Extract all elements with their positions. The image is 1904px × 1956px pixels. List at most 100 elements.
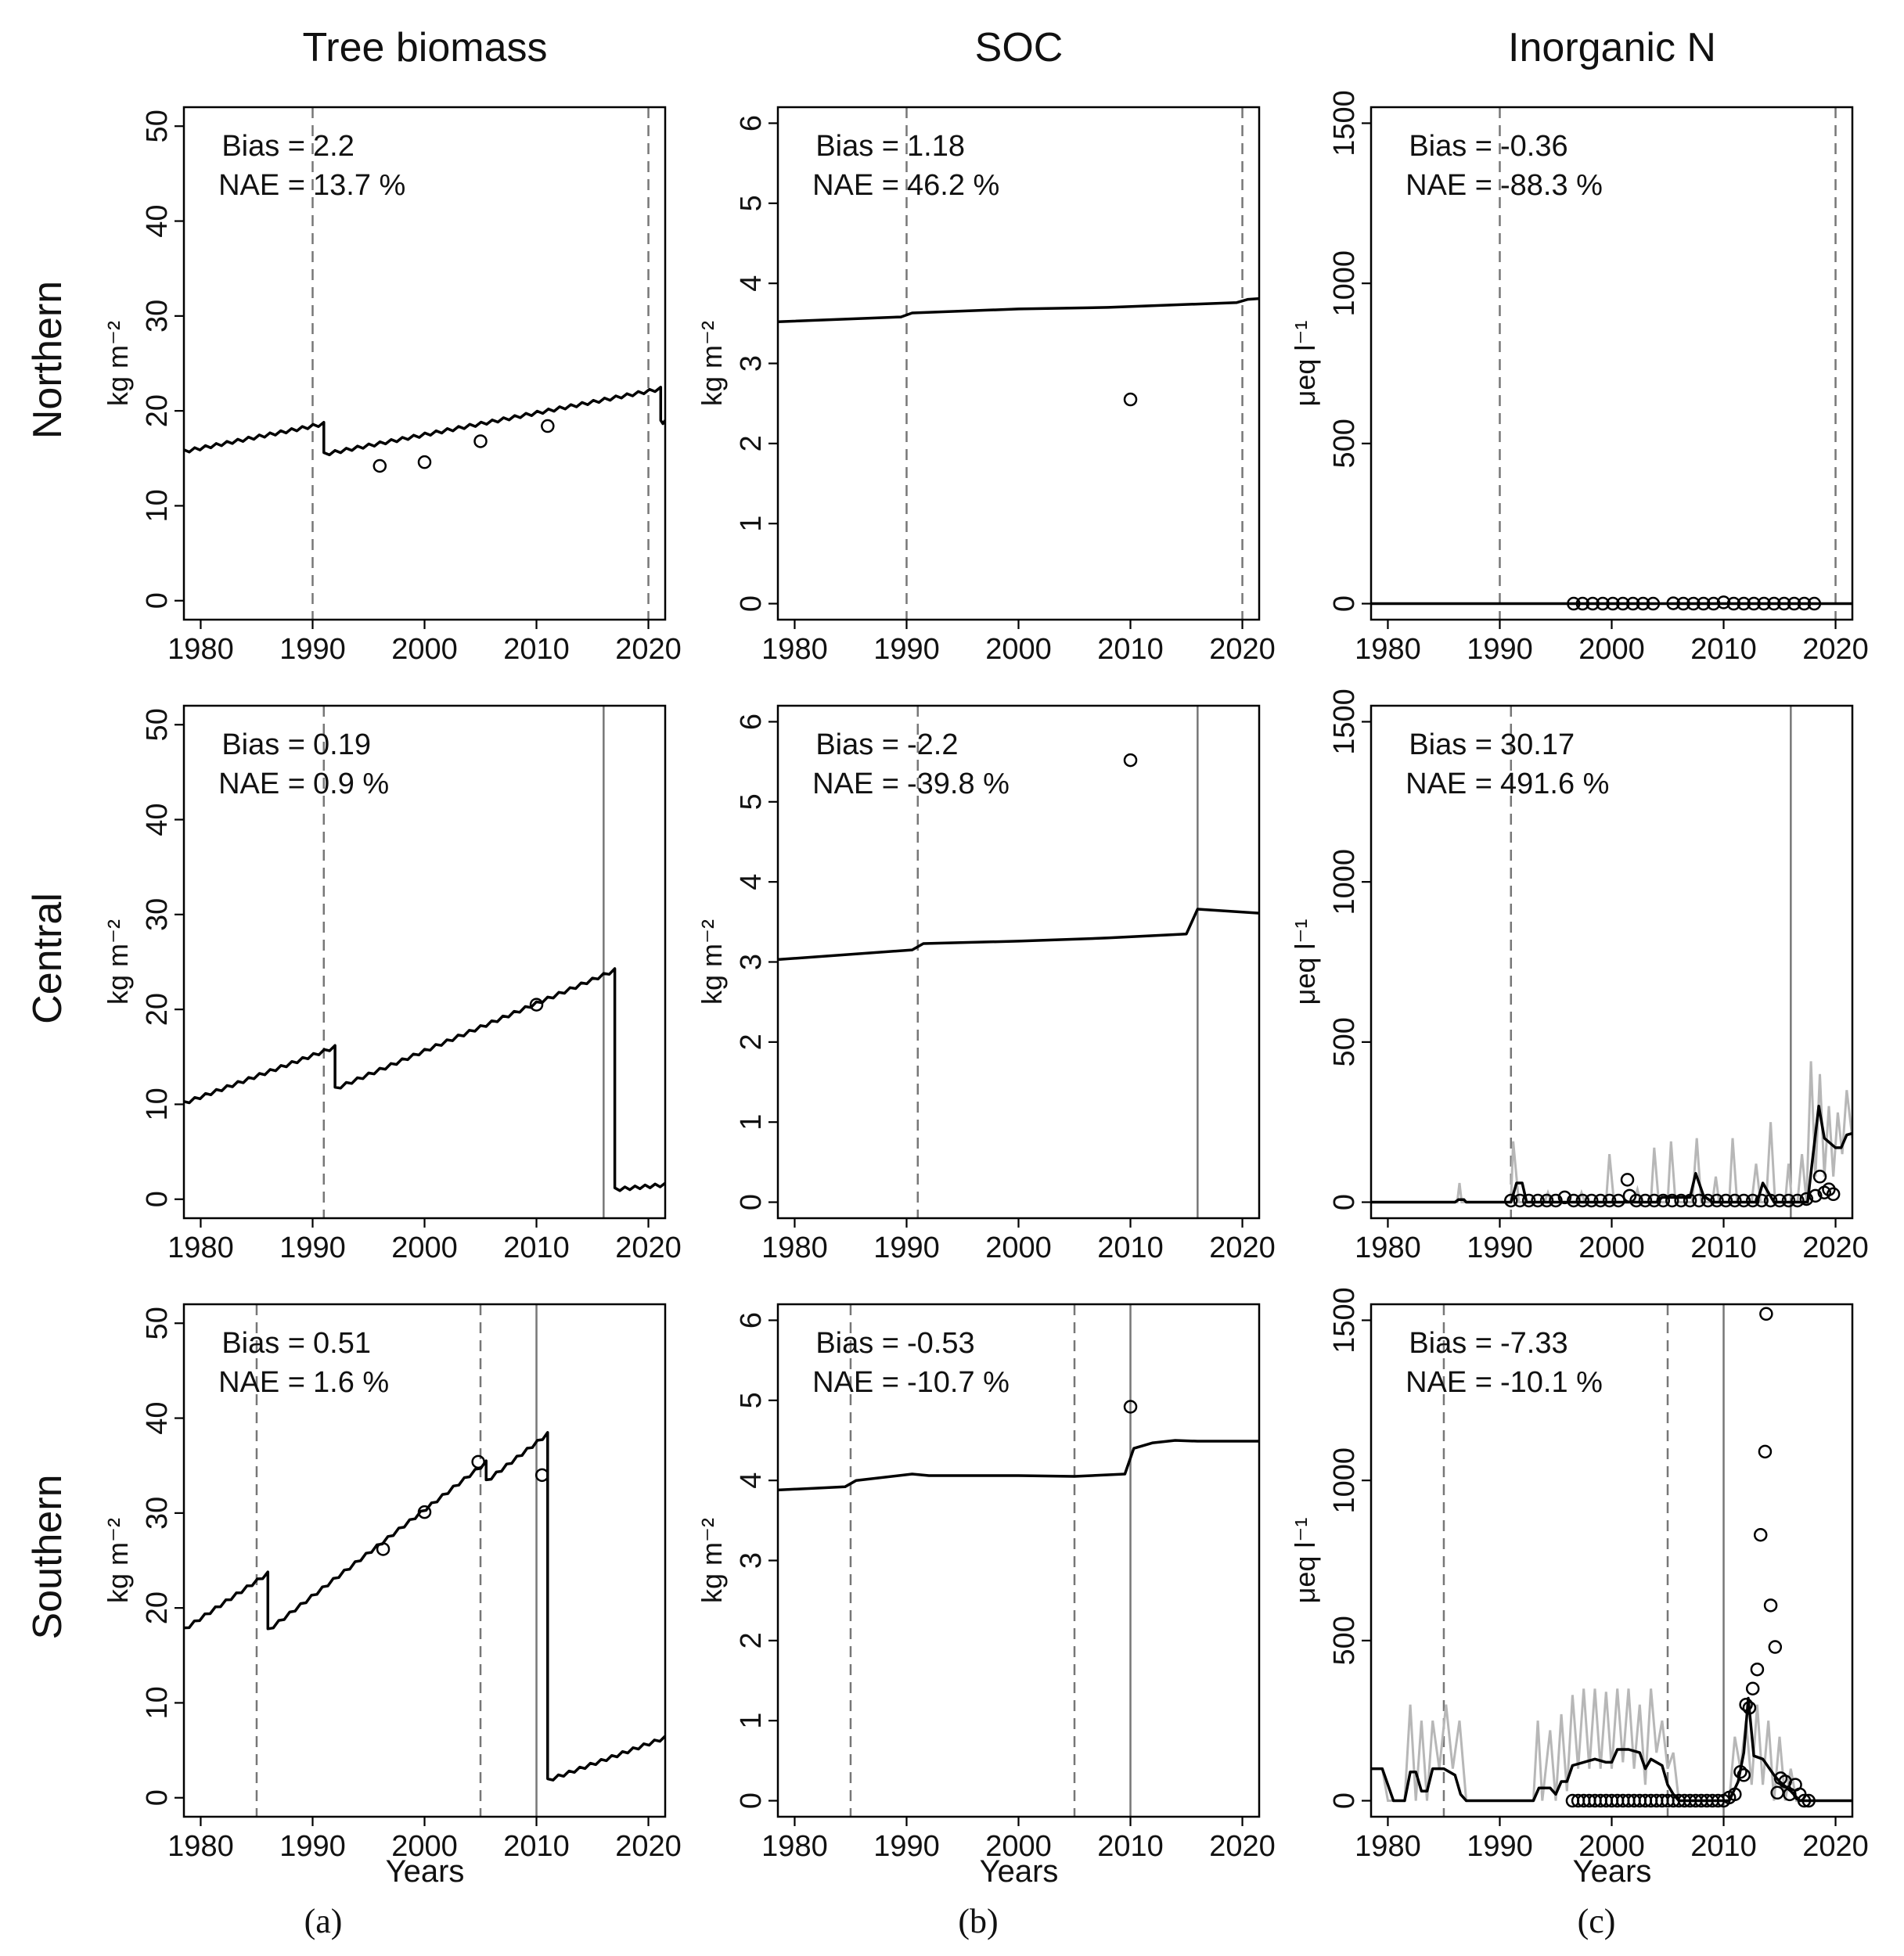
y-axis-label: kg m⁻²: [696, 1518, 728, 1603]
model-line: [184, 1431, 665, 1782]
bias-value: -0.53: [907, 1327, 975, 1360]
y-tick-label: 0: [1328, 1792, 1361, 1809]
panel-data-soc-s: [778, 1304, 1259, 1817]
panel-data-soc-c: [778, 706, 1259, 1218]
nae-value: -39.8 %: [907, 768, 1010, 800]
bias-value: 0.51: [313, 1327, 371, 1360]
nae-label: NAE =: [812, 768, 899, 800]
panel-n-c: 1980 1990 2000 2010 2020 0 500 1000 1500 μeq l⁻¹ B…: [1289, 689, 1869, 1264]
x-axis-label-c: Years: [1573, 1854, 1652, 1889]
observed-point: [1716, 595, 1731, 609]
y-tick-label: 2: [735, 1034, 768, 1050]
y-tick-label: 0: [735, 595, 768, 612]
panel-data-tb-c: [184, 706, 665, 1218]
observed-point: [1683, 1193, 1697, 1208]
y-axis-label: kg m⁻²: [102, 1518, 134, 1603]
observed-point: [1629, 1193, 1643, 1208]
observed-point: [1781, 1193, 1796, 1208]
x-tick-label: 2020: [615, 1830, 682, 1863]
x-tick-label: 2000: [985, 633, 1052, 666]
y-tick-label: 500: [1328, 1017, 1361, 1066]
y-tick-label: 0: [141, 1789, 174, 1806]
y-tick-label: 50: [141, 110, 174, 142]
y-tick-label: 0: [141, 592, 174, 609]
observed-point: [1737, 1193, 1751, 1208]
observed-point: [1697, 596, 1711, 611]
nae-label: NAE =: [1406, 1366, 1492, 1399]
observed-point: [1812, 1170, 1827, 1184]
y-tick-label: 4: [735, 874, 768, 890]
x-tick-label: 1980: [167, 1830, 234, 1863]
x-tick-label: 1980: [1355, 1830, 1421, 1863]
x-tick-label: 1980: [1355, 1231, 1421, 1264]
nae-value: -10.1 %: [1500, 1366, 1603, 1399]
y-tick-label: 30: [141, 300, 174, 333]
y-axis-label: kg m⁻²: [696, 919, 728, 1005]
observed-point: [1797, 596, 1812, 611]
observed-point: [1567, 1193, 1581, 1208]
panel-tb-s: 1980 1990 2000 2010 2020 0 10 20 30 40 50 kg m⁻² Bia…: [102, 1303, 682, 1863]
nae-label: NAE =: [812, 169, 899, 202]
observed-point: [1737, 1768, 1751, 1782]
x-tick-label: 1990: [873, 1830, 940, 1863]
observed-point: [1123, 392, 1138, 407]
observed-point: [1602, 1193, 1617, 1208]
x-tick-label: 2000: [985, 1830, 1052, 1863]
x-tick-label: 1980: [167, 633, 234, 666]
y-tick-label: 40: [141, 803, 174, 836]
x-tick-label: 1990: [279, 1231, 346, 1264]
x-tick-label: 1990: [1467, 1830, 1533, 1863]
observed-point: [1567, 596, 1581, 611]
x-axis-label-a: Years: [386, 1854, 465, 1889]
x-tick-label: 2000: [1578, 1830, 1645, 1863]
observed-point: [1755, 1193, 1769, 1208]
observed-point: [1797, 1793, 1812, 1808]
bias-value: 2.2: [313, 130, 355, 163]
panel-data-n-s: [1371, 1304, 1852, 1817]
y-tick-label: 500: [1328, 1616, 1361, 1665]
x-tick-label: 1990: [279, 633, 346, 666]
x-tick-label: 2010: [503, 1231, 570, 1264]
y-axis-label: μeq l⁻¹: [1289, 1518, 1321, 1604]
nae-label: NAE =: [218, 1366, 305, 1399]
panel-n-s: 1980 1990 2000 2010 2020 0 500 1000 1500 μeq l⁻¹ B…: [1289, 1287, 1869, 1863]
x-tick-label: 1990: [279, 1830, 346, 1863]
x-tick-label: 1990: [1467, 633, 1533, 666]
y-tick-label: 1: [735, 1713, 768, 1729]
observed-point: [373, 458, 387, 473]
nae-label: NAE =: [812, 1366, 899, 1399]
panel-tb-n: 1980 1990 2000 2010 2020 0 10 20 30 40 50 kg m⁻² Bia…: [102, 106, 682, 666]
observed-point: [1557, 1190, 1572, 1205]
y-tick-label: 0: [1328, 1194, 1361, 1210]
observed-point: [1646, 596, 1661, 611]
y-tick-label: 30: [141, 1497, 174, 1530]
x-tick-label: 1990: [873, 633, 940, 666]
y-tick-label: 0: [1328, 595, 1361, 612]
x-tick-label: 2010: [1097, 633, 1164, 666]
x-tick-label: 2010: [1097, 1830, 1164, 1863]
x-tick-label: 1990: [873, 1231, 940, 1264]
observed-point: [1745, 1193, 1760, 1208]
bias-label: Bias =: [1409, 1327, 1492, 1360]
observed-point: [1799, 1192, 1814, 1206]
x-tick-label: 2010: [503, 1830, 570, 1863]
y-tick-label: 50: [141, 1307, 174, 1339]
observed-point: [1606, 596, 1620, 611]
bias-value: -2.2: [907, 728, 958, 761]
nae-label: NAE =: [1406, 169, 1492, 202]
observed-point: [1759, 1307, 1773, 1321]
bias-label: Bias =: [815, 130, 899, 163]
y-tick-label: 40: [141, 1401, 174, 1434]
x-tick-label: 2020: [1802, 1231, 1869, 1264]
y-tick-label: 0: [141, 1191, 174, 1207]
row-title-central: Central: [25, 893, 70, 1024]
observed-point: [1757, 596, 1771, 611]
observed-point: [1686, 596, 1701, 611]
observed-point: [1674, 1193, 1688, 1208]
observed-point: [1620, 1173, 1635, 1187]
x-tick-label: 1980: [761, 633, 828, 666]
observed-point: [1733, 1764, 1747, 1779]
observed-point: [1638, 1193, 1653, 1208]
y-axis-label: kg m⁻²: [102, 321, 134, 406]
